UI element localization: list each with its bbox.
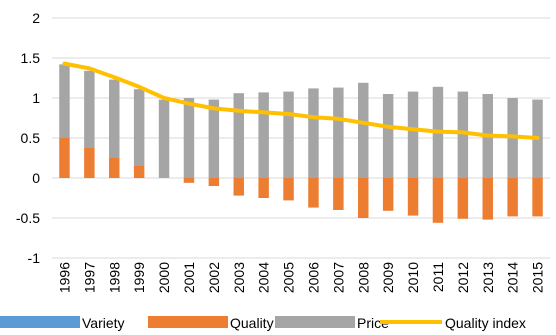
legend-swatch-price (275, 316, 355, 328)
x-tick-label: 2005 (281, 262, 297, 293)
x-tick-label: 2000 (156, 262, 172, 293)
bar-price (457, 91, 469, 178)
x-tick-label: 1996 (57, 262, 73, 293)
bar-quality (208, 178, 220, 186)
legend-label: Quality (230, 315, 274, 331)
bar-price (59, 64, 70, 138)
x-tick-label: 2010 (405, 262, 421, 293)
y-tick-label: 1 (32, 90, 40, 106)
legend: Variety Quality Price Quality index (0, 315, 526, 331)
bar-quality (432, 178, 444, 223)
x-tick-label: 1998 (106, 262, 122, 293)
y-tick-label: 0.5 (21, 130, 41, 146)
y-tick-label: 2 (32, 10, 40, 26)
bar-price (208, 99, 220, 178)
bar-quality (59, 138, 70, 178)
bar-price (358, 82, 369, 178)
quality-index-line (62, 61, 540, 140)
bar-quality (382, 178, 394, 211)
y-tick-label: -0.5 (16, 210, 40, 226)
bar-quality (109, 158, 120, 178)
bar-price (407, 91, 419, 178)
bar-price (133, 89, 145, 166)
x-tick-label: 2012 (455, 262, 471, 293)
bar-quality (482, 178, 493, 220)
x-tick-label: 1999 (131, 262, 147, 293)
x-tick-label: 2011 (430, 262, 446, 292)
x-tick-label: 2013 (480, 262, 496, 293)
bar-quality (283, 178, 294, 201)
legend-swatch-quality (148, 316, 228, 328)
gridlines (52, 17, 550, 259)
bar-quality (258, 178, 269, 198)
bar-quality (233, 178, 244, 196)
bar-price (283, 91, 294, 178)
y-tick-label: 0 (32, 170, 40, 186)
bar-price (333, 87, 344, 178)
bar-quality (84, 147, 95, 178)
legend-label: Variety (82, 315, 125, 331)
x-tick-label: 2009 (380, 262, 396, 293)
bar-price (109, 79, 120, 158)
bar-quality (183, 178, 195, 183)
x-tick-label: 2008 (355, 262, 371, 293)
x-tick-label: 2002 (206, 262, 222, 293)
bar-price (158, 99, 170, 178)
legend-label: Quality index (445, 315, 526, 331)
legend-label: Price (357, 315, 389, 331)
bar-price (84, 70, 95, 148)
x-tick-label: 2001 (181, 262, 197, 293)
bar-quality (507, 178, 518, 217)
bar-quality (532, 178, 543, 217)
x-tick-label: 2006 (305, 262, 321, 293)
legend-swatch-variety (0, 316, 80, 328)
bar-price (308, 88, 319, 178)
line-quality-index (62, 61, 540, 140)
y-tick-label: -1 (28, 250, 41, 266)
bars (59, 64, 543, 223)
x-tick-label: 2015 (530, 262, 546, 293)
bar-quality (133, 165, 145, 178)
bar-quality (333, 178, 344, 210)
bar-quality (358, 178, 369, 218)
bar-price (382, 94, 394, 178)
x-tick-label: 2004 (256, 262, 272, 293)
bar-quality (457, 178, 469, 219)
y-axis-ticks: -1 -0.5 0 0.5 1 1.5 2 (16, 10, 40, 266)
y-tick-label: 1.5 (21, 50, 41, 66)
x-tick-label: 2007 (330, 262, 346, 293)
bar-quality (407, 178, 419, 216)
bar-quality (308, 178, 319, 208)
bar-price (183, 98, 195, 178)
bar-price (233, 93, 244, 178)
bar-price (258, 92, 269, 178)
x-axis-ticks: 1996 1997 1998 1999 2000 2001 2002 2003 2004 2005… (57, 262, 546, 293)
x-tick-label: 1997 (81, 262, 97, 293)
x-tick-label: 2014 (505, 262, 521, 293)
x-tick-label: 2003 (231, 262, 247, 293)
